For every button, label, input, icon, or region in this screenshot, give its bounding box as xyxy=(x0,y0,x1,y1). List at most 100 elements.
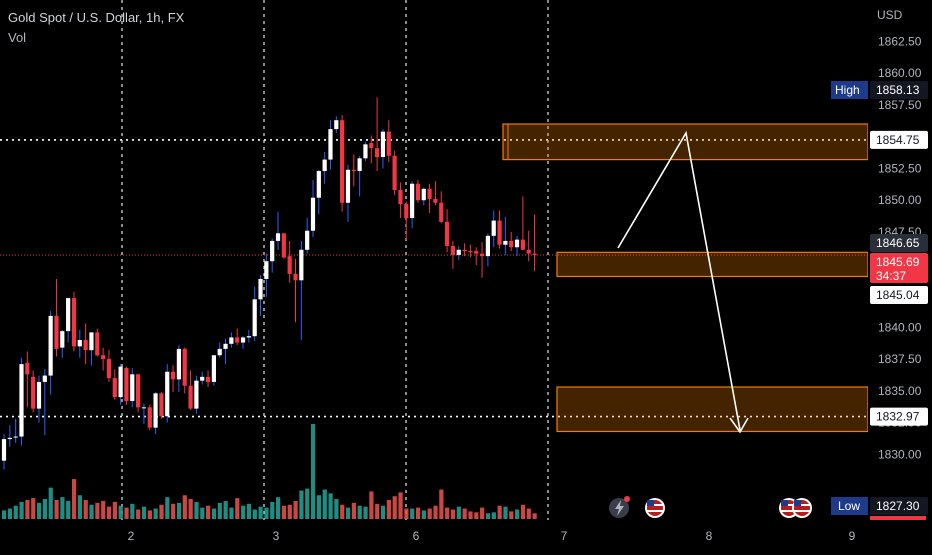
volume-bar xyxy=(509,511,514,519)
volume-bar xyxy=(77,495,82,519)
candle xyxy=(281,233,286,258)
level-top-label-bg xyxy=(870,130,928,149)
flash-icon xyxy=(609,496,630,518)
low-tag: Low xyxy=(838,499,860,513)
candle xyxy=(141,407,147,409)
candle xyxy=(258,279,263,300)
volume-bar xyxy=(66,500,71,519)
volume-bar xyxy=(36,502,42,519)
candle xyxy=(229,337,234,344)
volume-bar xyxy=(445,507,450,519)
volume-bar xyxy=(281,505,287,519)
candle xyxy=(211,355,216,382)
volume-bar xyxy=(415,507,421,519)
candle xyxy=(421,188,426,201)
candle xyxy=(60,331,65,348)
candle xyxy=(363,144,368,159)
volume-bar xyxy=(217,502,222,519)
high-price-label: 1858.13 xyxy=(876,83,920,97)
candle xyxy=(13,436,18,438)
volume-bar xyxy=(106,506,112,519)
volume-bar xyxy=(276,497,281,519)
volume-bar xyxy=(206,505,211,519)
volume-bar xyxy=(439,489,444,519)
volume-bar xyxy=(503,506,508,519)
candle xyxy=(252,299,257,337)
candle xyxy=(1,439,7,461)
y-tick-label: 1850.00 xyxy=(878,193,922,207)
candle xyxy=(7,437,12,440)
candle xyxy=(444,221,450,246)
volume-bar xyxy=(491,512,496,519)
volume-bar xyxy=(19,501,24,519)
volume-bar xyxy=(392,496,397,519)
candle xyxy=(345,169,351,203)
volume-bar xyxy=(299,490,304,519)
candle xyxy=(25,362,30,375)
volume-bar xyxy=(42,499,48,519)
level-mid-label-bg xyxy=(870,286,928,304)
candle xyxy=(468,251,473,253)
candle xyxy=(153,393,158,428)
volume-bar xyxy=(48,487,53,519)
sub-label-edge xyxy=(870,516,926,520)
volume-bar xyxy=(380,505,386,519)
volume-bar xyxy=(101,500,106,519)
us-flag-icon xyxy=(792,498,812,518)
candle xyxy=(240,337,246,343)
volume-bar xyxy=(520,504,526,519)
prev-close-label-bg xyxy=(870,234,928,252)
volume-bar xyxy=(427,508,432,519)
candle xyxy=(474,251,479,254)
volume-bar xyxy=(316,495,322,519)
volume-bar xyxy=(95,502,100,519)
candle xyxy=(380,131,386,158)
target-zone xyxy=(556,386,869,433)
y-tick-label: 1837.50 xyxy=(878,352,922,366)
volume-bar xyxy=(124,507,129,519)
level-mid-label: 1845.04 xyxy=(876,288,920,302)
y-tick-label: 1860.00 xyxy=(878,66,922,80)
candle xyxy=(520,239,525,250)
candle xyxy=(526,249,531,254)
candle xyxy=(316,171,321,198)
candle xyxy=(497,220,502,245)
candle xyxy=(340,120,345,203)
candle xyxy=(118,366,123,398)
volume-bar xyxy=(147,510,152,519)
volume-label[interactable]: Vol xyxy=(8,30,27,45)
volume-bar xyxy=(310,424,316,519)
volume-bar xyxy=(480,507,485,519)
volume-bar xyxy=(450,509,456,519)
candle xyxy=(95,332,100,356)
level-low-label-bg xyxy=(870,407,928,426)
candle xyxy=(135,374,141,408)
projection-path xyxy=(617,130,741,431)
y-tick-label: 1835.00 xyxy=(878,384,922,398)
volume-bar xyxy=(293,500,298,519)
candle xyxy=(334,120,339,130)
candle xyxy=(433,198,438,203)
candle xyxy=(479,253,485,257)
volume-bar xyxy=(433,505,438,519)
volume-bar xyxy=(194,501,199,519)
candle xyxy=(415,183,421,201)
volume-bar xyxy=(159,504,164,519)
candle xyxy=(170,371,176,380)
volume-bar xyxy=(305,488,310,519)
symbol-title[interactable]: Gold Spot / U.S. Dollar, 1h, FX xyxy=(8,10,185,25)
volume-bar xyxy=(211,508,217,519)
candle xyxy=(310,197,316,231)
candle xyxy=(491,220,496,236)
level-low-label: 1832.97 xyxy=(876,410,920,424)
volume-bar xyxy=(71,479,77,519)
candle xyxy=(392,155,397,191)
candle xyxy=(485,235,490,257)
volume-bar xyxy=(13,505,18,519)
volume-bar xyxy=(468,511,473,519)
prev-close-label: 1846.65 xyxy=(876,236,920,250)
candle xyxy=(89,332,94,351)
candle xyxy=(351,169,356,172)
